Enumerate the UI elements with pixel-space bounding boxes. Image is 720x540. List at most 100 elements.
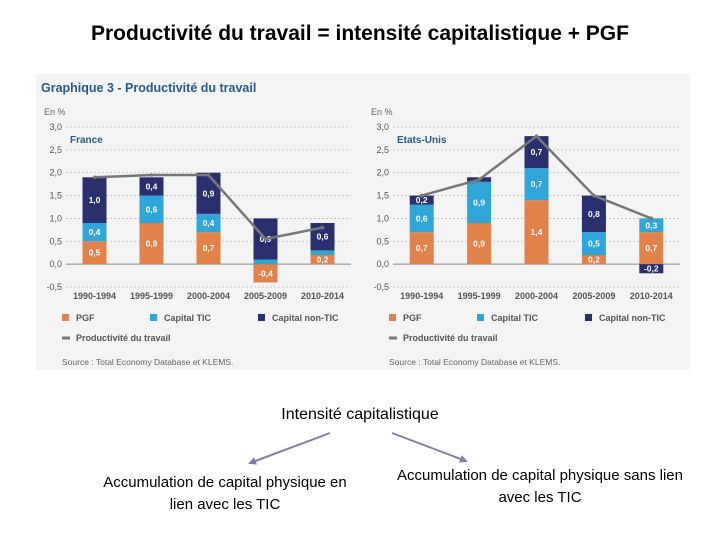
- arrow-to-non-tic: [391, 432, 468, 463]
- france-legend-swatch-pgf: [62, 314, 69, 321]
- us-legend-swatch-pgf: [389, 314, 396, 321]
- us-unit-label: En %: [371, 107, 393, 117]
- us-legend-line: Productivité du travail: [403, 333, 498, 343]
- france-bar-nontic: [196, 172, 221, 214]
- france-bar-tic: [82, 223, 107, 242]
- france-bar-tic: [196, 213, 221, 233]
- france-bar-pgf: [196, 232, 221, 265]
- us-bar-tic: [524, 168, 549, 201]
- france-productivity-point: [149, 173, 154, 177]
- us-y-tick: 2,0: [376, 168, 389, 178]
- us-data-label: 0,9: [473, 197, 485, 207]
- us-data-label: 0,2: [588, 255, 600, 265]
- concept-tic: Accumulation de capital physique en lien…: [103, 474, 347, 513]
- us-bar-nontic: [409, 195, 434, 205]
- france-x-tick: 2000-2004: [187, 291, 230, 301]
- us-data-label: 0,5: [588, 239, 600, 249]
- us-data-label: 0,7: [416, 243, 428, 253]
- france-chart-title: France: [70, 135, 103, 146]
- us-bar-nontic: [639, 264, 664, 274]
- us-source: Source : Total Economy Database et KLEMS…: [389, 357, 560, 367]
- us-data-label: 0,2: [416, 195, 428, 205]
- us-productivity-point: [649, 216, 654, 221]
- us-y-tick: 0,0: [376, 259, 389, 269]
- us-y-tick: 1,5: [376, 191, 389, 201]
- france-legend-swatch-tic: [150, 314, 157, 321]
- us-data-label: 0,8: [588, 209, 600, 219]
- france-x-tick: 1990-1994: [73, 291, 116, 301]
- france-data-label: 0,5: [89, 248, 101, 258]
- us-productivity-point: [477, 177, 481, 182]
- us-data-label: 0,7: [531, 179, 543, 189]
- france-data-label: 0,9: [203, 188, 215, 198]
- france-bar-nontic: [82, 177, 107, 223]
- france-y-tick: 0,0: [49, 259, 62, 269]
- us-data-label: -0,2: [644, 264, 659, 274]
- us-data-label: 0,9: [473, 239, 485, 249]
- us-bar-pgf: [467, 223, 492, 265]
- charts-svg: En % 3,0 2,5 2,0 1,5 1,0 0,5 0,0 -0,5 France 0,5 0,…: [44, 107, 680, 367]
- france-productivity-point: [320, 225, 325, 230]
- us-y-tick: 2,5: [376, 145, 389, 155]
- us-x-tick: 2005-2009: [572, 291, 615, 301]
- figure-title: Graphique 3 - Productivité du travail: [41, 81, 257, 95]
- france-productivity-point: [92, 175, 97, 180]
- concept-non-tic: Accumulation de capital physique sans li…: [396, 467, 683, 506]
- france-y-tick: 2,5: [49, 145, 62, 155]
- us-legend-swatch-tic: [477, 314, 484, 321]
- us-data-label: 0,6: [416, 213, 428, 223]
- us-chart-title: Etats-Unis: [397, 135, 447, 146]
- france-bar-tic: [139, 195, 164, 223]
- us-bar-pgf: [581, 255, 606, 265]
- france-data-label: 0,4: [203, 218, 215, 228]
- france-productivity-point: [206, 173, 211, 177]
- france-y-tick: 3,0: [49, 122, 62, 132]
- concept-intensite: Intensité capitalistique: [281, 406, 439, 423]
- france-x-tick: 1995-1999: [130, 291, 173, 301]
- france-bar-tic: [253, 259, 278, 265]
- france-legend-pgf: PGF: [76, 313, 95, 323]
- slide-title: Productivité du travail = intensité capi…: [91, 22, 629, 45]
- france-bar-pgf: [310, 255, 335, 265]
- us-x-tick: 1995-1999: [458, 291, 501, 301]
- us-data-label: 0,7: [645, 243, 657, 253]
- france-data-label: 0,9: [146, 239, 158, 249]
- us-x-tick: 2000-2004: [515, 291, 558, 301]
- france-data-label: 0,4: [89, 227, 101, 237]
- france-y-tick: 1,0: [49, 213, 62, 223]
- us-bar-tic: [467, 181, 492, 223]
- us-bar-tic: [639, 218, 664, 233]
- us-legend-swatch-nontic: [585, 314, 592, 321]
- france-x-tick: 2005-2009: [244, 291, 287, 301]
- france-bar-tic: [310, 250, 335, 255]
- france-legend-line: Productivité du travail: [76, 333, 171, 343]
- france-data-label: 0,6: [146, 204, 158, 214]
- france-bar-nontic: [139, 177, 164, 196]
- france-data-label: 0,4: [146, 181, 158, 191]
- france-bar-pgf: [253, 264, 278, 283]
- us-legend-nontic: Capital non-TIC: [599, 313, 666, 323]
- france-y-tick: 1,5: [49, 191, 62, 201]
- france-unit-label: En %: [44, 107, 66, 117]
- us-y-tick: 1,0: [376, 213, 389, 223]
- us-productivity-point: [419, 193, 424, 198]
- us-x-tick: 1990-1994: [400, 291, 443, 301]
- arrow-to-tic: [248, 432, 331, 465]
- us-bar-tic: [409, 204, 434, 233]
- us-bar-pgf: [639, 232, 664, 265]
- france-source: Source : Total Economy Database et KLEMS…: [62, 357, 233, 367]
- us-x-tick: 2010-2014: [630, 291, 673, 301]
- france-y-tick: 0,5: [49, 236, 62, 246]
- france-y-tick: 2,0: [49, 168, 62, 178]
- figure-panel: Graphique 3 - Productivité du travail En…: [36, 74, 690, 370]
- us-bar-pgf: [409, 232, 434, 265]
- france-legend-tic: Capital TIC: [164, 313, 212, 323]
- france-data-label: 1,0: [89, 195, 101, 205]
- france-x-tick: 2010-2014: [301, 291, 344, 301]
- france-legend-nontic: Capital non-TIC: [272, 313, 339, 323]
- us-data-label: 0,1: [473, 168, 485, 178]
- us-productivity-point: [592, 193, 596, 198]
- us-data-label: 0,7: [531, 147, 543, 157]
- us-data-label: 0,3: [645, 220, 657, 230]
